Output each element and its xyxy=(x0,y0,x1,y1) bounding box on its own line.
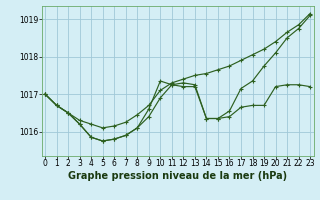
X-axis label: Graphe pression niveau de la mer (hPa): Graphe pression niveau de la mer (hPa) xyxy=(68,171,287,181)
